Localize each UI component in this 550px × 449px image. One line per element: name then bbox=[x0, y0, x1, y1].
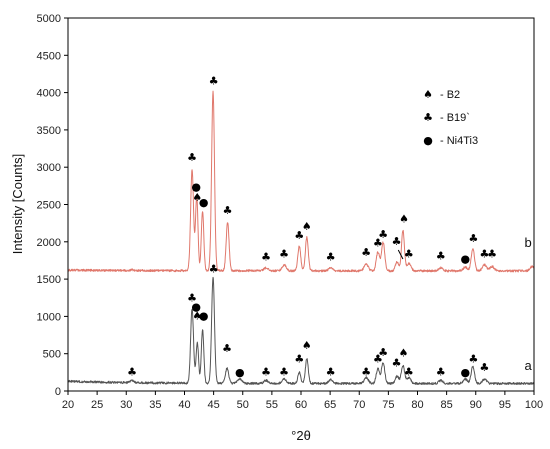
dot-marker: ● bbox=[235, 366, 245, 379]
y-tick-label: 1000 bbox=[37, 311, 61, 323]
x-tick-label: 60 bbox=[295, 399, 307, 411]
y-tick-label: 0 bbox=[55, 386, 61, 398]
y-tick-label: 5000 bbox=[37, 13, 61, 25]
x-axis: 20 25 30 35 40 45 50 55 60 65 70 75 80 85 90 95 100 bbox=[62, 391, 543, 411]
y-tick-label: 1500 bbox=[37, 274, 61, 286]
x-tick-label: 50 bbox=[237, 399, 249, 411]
club-marker: ♣ bbox=[279, 247, 289, 260]
club-marker: ♣ bbox=[279, 365, 289, 378]
x-tick-label: 100 bbox=[525, 399, 543, 411]
club-marker: ♣ bbox=[187, 151, 197, 164]
club-marker: ♣ bbox=[392, 356, 402, 369]
y-tick-label: 3000 bbox=[37, 162, 61, 174]
club-marker: ♣ bbox=[261, 250, 271, 263]
club-marker: ♣ bbox=[127, 365, 137, 378]
dot-marker: ● bbox=[199, 309, 209, 322]
club-marker: ♣ bbox=[223, 204, 233, 217]
club-marker: ♣ bbox=[378, 346, 388, 359]
y-tick-label: 2500 bbox=[37, 200, 61, 212]
y-tick-label: 4500 bbox=[37, 50, 61, 62]
y-tick-label: 500 bbox=[43, 349, 61, 361]
legend-item-label: - B2 bbox=[440, 89, 460, 101]
club-marker: ♣ bbox=[373, 236, 383, 249]
club-marker: ♣ bbox=[404, 365, 414, 378]
x-tick-label: 70 bbox=[353, 399, 365, 411]
dot-marker: ● bbox=[423, 134, 433, 147]
x-tick-label: 20 bbox=[62, 399, 74, 411]
spade-marker: ♠ bbox=[423, 88, 433, 101]
dot-marker: ● bbox=[199, 196, 209, 209]
club-marker: ♣ bbox=[480, 247, 490, 260]
y-tick-label: 4000 bbox=[37, 88, 61, 100]
club-marker: ♣ bbox=[468, 353, 478, 366]
dot-marker: ● bbox=[191, 300, 201, 313]
dot-marker: ● bbox=[191, 180, 201, 193]
x-axis-title: °2θ bbox=[291, 428, 311, 443]
club-marker: ♣ bbox=[209, 74, 219, 87]
legend-item-label: - B19` bbox=[440, 112, 470, 124]
club-marker: ♣ bbox=[404, 247, 414, 260]
spade-marker: ♠ bbox=[399, 212, 409, 225]
club-marker: ♣ bbox=[361, 246, 371, 259]
club-marker: ♣ bbox=[436, 365, 446, 378]
x-tick-label: 75 bbox=[382, 399, 394, 411]
series-line-b bbox=[67, 90, 535, 273]
x-tick-label: 40 bbox=[178, 399, 190, 411]
legend: ♠ - B2 ♣ - B19` ● - Ni4Ti3 bbox=[423, 88, 478, 147]
club-marker: ♣ bbox=[480, 361, 490, 374]
club-marker: ♣ bbox=[326, 250, 336, 263]
x-tick-label: 65 bbox=[324, 399, 336, 411]
club-marker: ♣ bbox=[423, 111, 433, 124]
dot-marker: ● bbox=[460, 253, 470, 266]
series-line-a bbox=[67, 276, 535, 386]
club-marker: ♣ bbox=[187, 291, 197, 304]
annotation-pointer bbox=[397, 249, 404, 260]
club-marker: ♣ bbox=[261, 365, 271, 378]
x-tick-label: 25 bbox=[91, 399, 103, 411]
spade-marker: ♠ bbox=[192, 191, 202, 204]
club-marker: ♣ bbox=[487, 247, 497, 260]
club-marker: ♣ bbox=[326, 365, 336, 378]
spade-marker: ♠ bbox=[302, 220, 312, 233]
club-marker: ♣ bbox=[361, 365, 371, 378]
club-marker: ♣ bbox=[294, 353, 304, 366]
dot-marker: ● bbox=[460, 366, 470, 379]
club-marker: ♣ bbox=[468, 232, 478, 245]
legend-item-label: - Ni4Ti3 bbox=[440, 135, 478, 147]
y-tick-label: 3500 bbox=[37, 125, 61, 137]
x-tick-label: 30 bbox=[120, 399, 132, 411]
series-label-a: a bbox=[525, 358, 533, 373]
x-tick-label: 80 bbox=[411, 399, 423, 411]
y-axis: 0 500 1000 1500 2000 2500 3000 3500 4000 4500 5000 bbox=[37, 13, 68, 398]
x-tick-label: 35 bbox=[149, 399, 161, 411]
x-tick-label: 95 bbox=[499, 399, 511, 411]
spade-marker: ♠ bbox=[192, 309, 202, 322]
series-layer bbox=[67, 90, 535, 386]
club-marker: ♣ bbox=[209, 262, 219, 275]
x-tick-label: 45 bbox=[208, 399, 220, 411]
club-marker: ♣ bbox=[378, 228, 388, 241]
spade-marker: ♠ bbox=[302, 339, 312, 352]
series-label-b: b bbox=[525, 235, 532, 250]
club-marker: ♣ bbox=[436, 250, 446, 263]
club-marker: ♣ bbox=[294, 229, 304, 242]
y-tick-label: 2000 bbox=[37, 237, 61, 249]
club-marker: ♣ bbox=[222, 342, 232, 355]
x-tick-label: 55 bbox=[266, 399, 278, 411]
spade-marker: ♠ bbox=[399, 347, 409, 360]
peak-markers: ♣♣●♠●♣♣● ♣ ♣♣♠♣ ♣♣♣♣♠♣ ♣ ●♣♣♣●♠●♣♣♣ ♣♣♠♣ ♣♣♣♣♠♣… bbox=[127, 74, 497, 379]
club-marker: ♣ bbox=[392, 235, 402, 248]
y-axis-title: Intensity [Counts] bbox=[10, 154, 25, 254]
x-tick-label: 90 bbox=[470, 399, 482, 411]
x-tick-label: 85 bbox=[441, 399, 453, 411]
series-labels: ab bbox=[525, 235, 533, 373]
club-marker: ♣ bbox=[373, 353, 383, 366]
